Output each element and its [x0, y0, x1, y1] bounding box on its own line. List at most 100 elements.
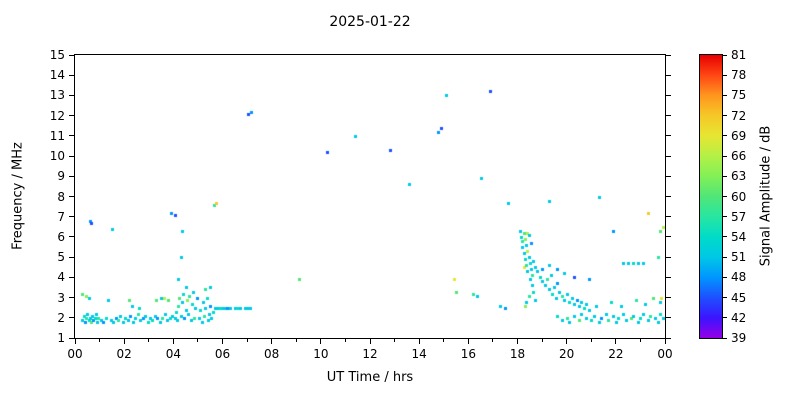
- x-tick: [418, 339, 420, 344]
- y-tick-right: [666, 135, 671, 137]
- colorbar-tick: [723, 135, 727, 137]
- y-tick: [69, 297, 74, 299]
- x-minor-tick: [99, 339, 101, 342]
- x-tick-label: 18: [509, 347, 526, 361]
- x-minor-tick: [246, 339, 248, 342]
- x-tick: [517, 339, 518, 344]
- y-tick: [69, 317, 74, 319]
- y-tick-label: 12: [49, 108, 65, 123]
- colorbar-tick-label: 75: [731, 88, 747, 103]
- y-tick: [69, 115, 74, 117]
- x-tick: [664, 339, 666, 344]
- plot-area: [74, 54, 666, 339]
- colorbar-tick: [723, 297, 727, 299]
- colorbar-tick-label: 66: [731, 149, 747, 164]
- x-tick: [123, 339, 125, 344]
- x-minor-tick: [443, 339, 445, 342]
- y-tick: [69, 135, 74, 137]
- x-minor-tick: [492, 339, 494, 342]
- x-tick: [271, 339, 273, 344]
- x-tick-label: 14: [411, 347, 427, 361]
- y-axis-label: Frequency / MHz: [10, 142, 26, 250]
- colorbar-tick-label: 51: [731, 250, 747, 265]
- y-tick-right: [666, 155, 671, 157]
- colorbar-axis-label: Signal Amplitude / dB: [758, 125, 774, 267]
- y-tick: [69, 276, 74, 278]
- colorbar-tick-label: 63: [731, 169, 747, 184]
- y-tick-label: 1: [57, 331, 65, 345]
- x-minor-tick: [344, 339, 346, 342]
- colorbar-tick-label: 81: [731, 48, 747, 62]
- y-tick-right: [666, 256, 671, 258]
- colorbar-tick-label: 42: [731, 310, 747, 325]
- y-tick: [69, 74, 74, 76]
- x-minor-tick: [590, 339, 592, 342]
- x-tick: [467, 339, 469, 344]
- y-tick-right: [666, 297, 671, 299]
- y-tick-right: [666, 94, 671, 96]
- colorbar-tick: [723, 276, 727, 278]
- x-minor-tick: [639, 339, 641, 342]
- y-tick-right: [666, 74, 671, 76]
- y-tick-label: 3: [57, 290, 65, 305]
- x-tick-label: 16: [460, 347, 476, 361]
- colorbar-tick-label: 54: [731, 229, 747, 244]
- colorbar-tick-label: 45: [731, 290, 747, 305]
- colorbar-tick: [723, 74, 727, 76]
- x-tick-label: 02: [116, 347, 132, 361]
- x-tick: [615, 339, 617, 344]
- y-tick-label: 13: [49, 88, 65, 103]
- x-minor-tick: [394, 339, 396, 342]
- y-tick-right: [666, 54, 671, 56]
- x-minor-tick: [295, 339, 297, 342]
- y-tick-right: [666, 216, 671, 218]
- y-tick-right: [666, 196, 671, 197]
- colorbar-tick: [723, 256, 727, 258]
- x-tick: [172, 339, 174, 344]
- x-tick: [566, 339, 568, 344]
- x-tick-label: 12: [362, 347, 378, 361]
- colorbar-tick: [723, 236, 727, 238]
- colorbar-tick-label: 48: [731, 270, 747, 285]
- y-tick-label: 8: [57, 189, 65, 204]
- y-tick-label: 5: [57, 250, 65, 265]
- colorbar-tick: [723, 175, 727, 177]
- x-tick-label: 04: [165, 347, 181, 361]
- y-tick: [69, 155, 74, 157]
- x-tick-label: 00: [67, 347, 83, 361]
- x-tick: [320, 339, 322, 344]
- colorbar-tick: [723, 196, 727, 197]
- y-tick-right: [666, 236, 671, 238]
- y-tick-label: 10: [49, 149, 65, 164]
- y-tick-right: [666, 276, 671, 278]
- y-tick: [69, 196, 74, 197]
- colorbar-tick-label: 78: [731, 68, 747, 83]
- colorbar-tick: [723, 216, 727, 218]
- x-tick-label: 20: [559, 347, 575, 361]
- colorbar-tick: [723, 337, 727, 339]
- x-tick: [74, 339, 76, 344]
- x-tick-label: 06: [214, 347, 231, 361]
- y-tick-label: 11: [49, 128, 65, 143]
- x-minor-tick: [541, 339, 543, 342]
- y-tick: [69, 236, 74, 238]
- y-tick: [69, 256, 74, 258]
- y-tick-label: 7: [57, 209, 65, 224]
- y-tick-label: 9: [57, 169, 65, 184]
- colorbar-tick: [723, 155, 727, 157]
- x-tick-label: 10: [313, 347, 329, 361]
- colorbar-tick-label: 39: [731, 331, 747, 345]
- y-tick-right: [666, 115, 671, 117]
- y-tick-label: 14: [49, 68, 65, 83]
- y-tick-right: [666, 337, 671, 339]
- x-minor-tick: [148, 339, 150, 342]
- colorbar-tick-label: 69: [731, 128, 747, 143]
- colorbar-tick: [723, 54, 727, 56]
- colorbar-tick: [723, 94, 727, 96]
- y-tick-label: 15: [49, 48, 65, 62]
- colorbar-tick: [723, 115, 727, 117]
- x-tick-label: 22: [608, 347, 624, 361]
- y-tick-label: 6: [57, 229, 65, 244]
- x-tick-label: 00: [657, 347, 673, 361]
